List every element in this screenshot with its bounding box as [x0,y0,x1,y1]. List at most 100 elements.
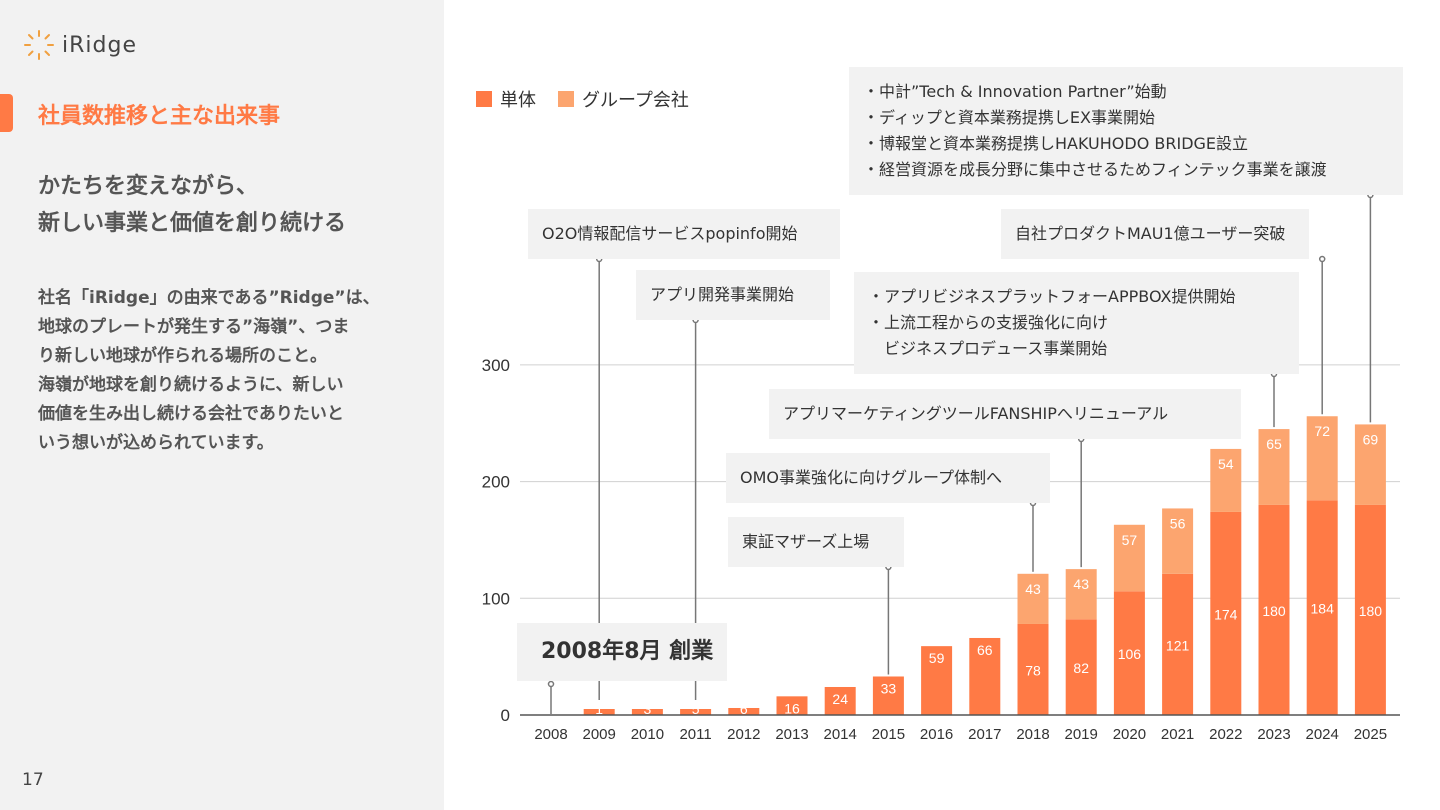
bar-label-single-2016: 59 [929,650,945,666]
x-tick-label: 2015 [872,726,905,743]
bar-single-2009 [583,709,615,715]
section-title: 社員数推移と主な出来事 [38,104,281,129]
annotation-line: 自社プロダクトMAU1億ユーザー突破 [1015,224,1286,243]
bar-group-2022 [1210,448,1242,512]
x-tick-label: 2025 [1354,726,1387,743]
headline: かたちを変えながら、 新しい事業と価値を創り続ける [38,168,346,242]
bar-label-single-2022: 174 [1214,606,1238,622]
annotation-connector-dot [1318,255,1326,263]
x-tick-label: 2022 [1209,726,1242,743]
x-tick-label: 2009 [583,726,616,743]
bar-single-2019 [1065,619,1097,715]
annotation-line: 東証マザーズ上場 [742,532,870,551]
bar-label-single-2021: 121 [1166,637,1190,653]
legend-label-single: 単体 [500,90,536,111]
x-tick-label: 2021 [1161,726,1194,743]
bar-label-single-2011: 5 [692,701,700,717]
annotation-line: ・博報堂と資本業務提携しHAKUHODO BRIDGE設立 [863,134,1249,153]
annotation-line: ビジネスプロデュース事業開始 [868,339,1108,358]
y-tick-label: 300 [482,356,510,375]
description-line: いう想いが込められています。 [38,433,274,453]
annotation-2009: O2O情報配信サービスpopinfo開始 [528,209,840,259]
sun-logo-icon [24,30,54,60]
x-tick-label: 2011 [679,726,711,743]
bar-single-2016 [921,646,953,715]
annotation-2025: ・中計”Tech & Innovation Partner”始動 ・ディップと資… [849,67,1403,195]
annotation-line: ・ディップと資本業務提携しEX事業開始 [863,108,1155,127]
chart-legend: 単体 グループ会社 [476,86,711,112]
bar-single-2017 [969,637,1001,715]
bar-label-single-2014: 24 [832,691,848,707]
description-line: 地球のプレートが発生する”海嶺”、つま [38,317,350,337]
bar-label-group-2018: 43 [1025,581,1041,597]
left-panel: iRidge 社員数推移と主な出来事 かたちを変えながら、 新しい事業と価値を創… [0,0,444,810]
x-tick-label: 2016 [920,726,953,743]
description-line: 海嶺が地球を創り続けるように、新しい [38,375,344,395]
x-tick-label: 2018 [1016,726,1049,743]
annotation-2008: 2008年8月 創業 [517,623,727,681]
headline-line: かたちを変えながら、 [38,174,259,199]
x-tick-label: 2013 [775,726,808,743]
description: 社名「iRidge」の由来である”Ridge”は、 地球のプレートが発生する”海… [38,284,408,458]
bar-label-group-2023: 65 [1266,436,1282,452]
bar-label-single-2010: 3 [644,701,652,717]
bar-single-2021 [1162,573,1194,715]
bar-group-2018 [1017,573,1049,624]
legend-label-group: グループ会社 [582,90,689,111]
bar-label-single-2020: 106 [1118,646,1142,662]
bar-label-single-2013: 16 [784,700,800,716]
annotation-2018: OMO事業強化に向けグループ体制へ [726,453,1050,503]
bar-label-single-2018: 78 [1025,662,1041,678]
bar-group-2019 [1065,569,1097,620]
annotation-line: 2008年8月 創業 [541,639,714,664]
annotation-2015: 東証マザーズ上場 [728,517,904,567]
bar-label-group-2024: 72 [1314,423,1330,439]
bar-single-2015 [872,676,904,715]
bar-label-group-2021: 56 [1170,515,1186,531]
description-line: り新しい地球が作られる場所のこと。 [38,346,327,366]
annotation-2011: アプリ開発事業開始 [636,270,830,320]
y-tick-label: 200 [482,473,510,492]
legend-item-group: グループ会社 [558,86,689,112]
y-tick-label: 0 [501,706,510,725]
bar-label-group-2020: 57 [1122,532,1138,548]
annotation-line: ・経営資源を成長分野に集中させるためフィンテック事業を譲渡 [863,160,1327,179]
bar-label-single-2015: 33 [881,680,897,696]
bar-label-single-2012: 6 [740,701,748,717]
annotation-2024: 自社プロダクトMAU1億ユーザー突破 [1001,209,1309,259]
headline-line: 新しい事業と価値を創り続ける [38,211,347,236]
legend-swatch-group [558,91,574,107]
x-tick-label: 2019 [1065,726,1098,743]
bar-single-2025 [1354,504,1386,715]
bar-label-single-2023: 180 [1262,603,1286,619]
brand-logo: iRidge [22,28,137,62]
annotation-line: OMO事業強化に向けグループ体制へ [740,468,1003,487]
bar-single-2018 [1017,623,1049,715]
bar-label-single-2019: 82 [1073,660,1089,676]
annotation-2023: ・アプリビジネスプラットフォーAPPBOX提供開始 ・上流工程からの支援強化に向… [854,272,1299,374]
employee-chart: 0 100 200 300 2008 1 2009 3 2010 5 2011 6 2012 16 2013… [482,191,1400,743]
x-tick-label: 2020 [1113,726,1146,743]
bar-label-single-2024: 184 [1311,601,1335,617]
bar-single-2013 [776,696,808,715]
bar-single-2022 [1210,511,1242,715]
bar-single-2010 [631,709,663,715]
x-tick-label: 2024 [1306,726,1339,743]
x-tick-label: 2014 [824,726,857,743]
annotation-line: アプリマーケティングツールFANSHIPへリニューアル [783,404,1169,423]
bar-single-2012 [728,707,760,715]
bar-label-group-2025: 69 [1363,431,1379,447]
bar-label-group-2019: 43 [1073,576,1089,592]
annotation-connector-dot [547,680,555,688]
description-line: 社名「iRidge」の由来である”Ridge”は、 [38,288,380,308]
page-number: 17 [22,770,44,790]
bar-group-2021 [1162,508,1194,574]
bar-single-2024 [1306,500,1338,715]
bar-label-single-2025: 180 [1359,603,1383,619]
x-tick-label: 2017 [968,726,1001,743]
bar-group-2020 [1113,524,1145,592]
annotation-line: ・上流工程からの支援強化に向け [868,313,1109,332]
annotation-2019: アプリマーケティングツールFANSHIPへリニューアル [769,389,1241,439]
x-tick-label: 2010 [631,726,664,743]
bar-single-2023 [1258,504,1290,715]
